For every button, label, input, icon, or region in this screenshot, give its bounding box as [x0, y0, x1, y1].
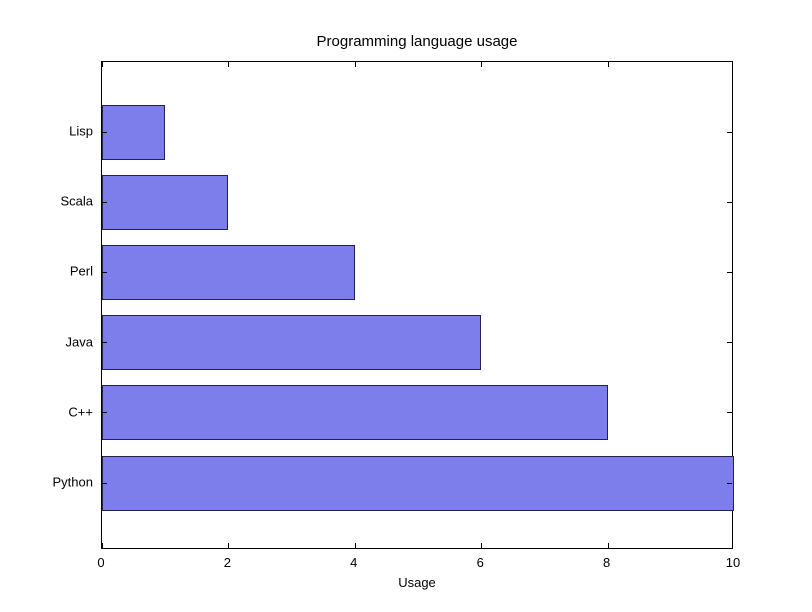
y-tick-label: Lisp [69, 123, 93, 139]
y-tick-label: C++ [68, 404, 93, 420]
y-tick-mark [727, 412, 732, 414]
x-tick-mark [607, 543, 609, 548]
y-tick-mark [727, 201, 732, 203]
x-tick-mark [354, 543, 356, 548]
x-tick-mark [228, 62, 230, 67]
x-tick-mark [102, 62, 103, 67]
x-tick-label: 4 [350, 555, 358, 570]
x-tick-mark [607, 62, 609, 67]
x-tick-mark [732, 62, 733, 67]
y-tick-label: Scala [60, 193, 93, 209]
x-tick-label: 10 [725, 555, 741, 570]
y-tick-label: Perl [69, 263, 93, 279]
y-tick-label: Python [52, 474, 93, 490]
x-axis-title: Usage [398, 575, 436, 590]
bar-java [102, 315, 482, 371]
y-tick-mark [102, 201, 107, 203]
y-tick-mark [102, 482, 107, 484]
y-tick-mark [102, 342, 107, 344]
x-tick-mark [481, 543, 483, 548]
x-tick-label: 6 [476, 555, 484, 570]
y-tick-mark [102, 131, 107, 133]
y-tick-mark [727, 271, 732, 273]
x-tick-label: 0 [97, 555, 105, 570]
x-tick-mark [102, 543, 103, 548]
x-tick-label: 8 [602, 555, 611, 570]
x-tick-mark [228, 543, 230, 548]
plot-area [101, 61, 734, 549]
y-tick-mark [102, 412, 107, 414]
chart-title: Programming language usage [316, 33, 518, 50]
y-tick-mark [727, 482, 732, 484]
bar-scala [102, 174, 229, 230]
bar-python [102, 455, 734, 511]
x-tick-mark [732, 543, 733, 548]
x-tick-mark [354, 62, 356, 67]
y-tick-mark [102, 271, 107, 273]
bar-lisp [102, 104, 166, 160]
y-tick-mark [727, 342, 732, 344]
y-tick-label: Java [65, 334, 93, 350]
bar-c [102, 385, 608, 441]
x-tick-mark [481, 62, 483, 67]
y-tick-mark [727, 131, 732, 133]
x-tick-label: 2 [223, 555, 232, 570]
bar-perl [102, 244, 355, 300]
